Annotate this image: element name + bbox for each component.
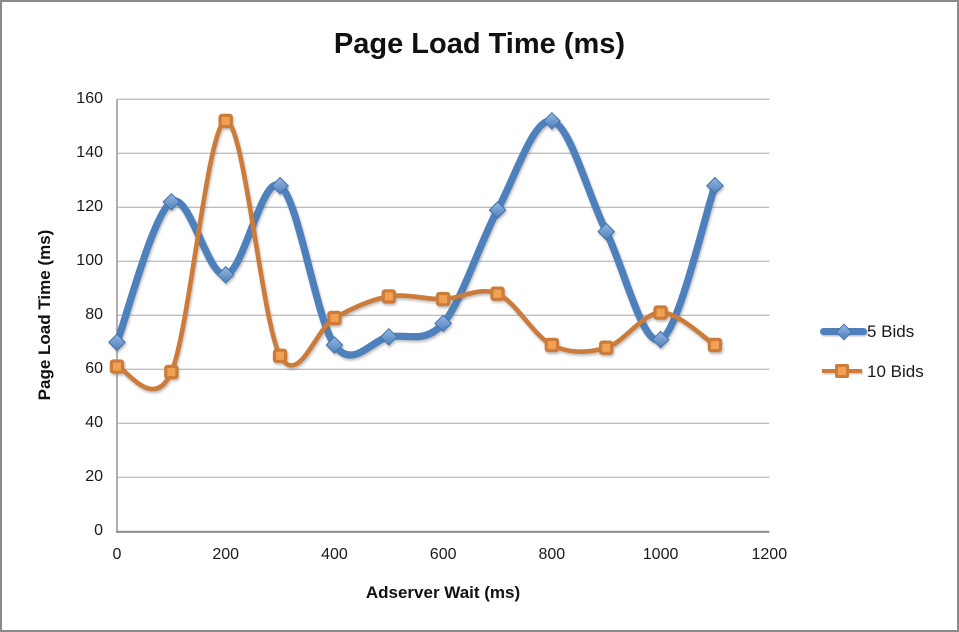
diamond-marker — [706, 176, 724, 195]
square-marker — [218, 113, 233, 129]
diamond-marker — [325, 336, 344, 354]
square-marker — [109, 359, 125, 374]
square-marker — [164, 364, 179, 380]
diamond-marker — [216, 265, 235, 284]
diamond-marker — [488, 201, 507, 219]
diamond-marker — [434, 314, 453, 333]
legend: 5 Bids 10 Bids — [820, 321, 924, 382]
y-tick-label-100: 100 — [76, 252, 103, 270]
x-tick-label-1000: 1000 — [642, 546, 679, 563]
y-tick-label-160: 160 — [76, 90, 103, 108]
diamond-marker — [379, 327, 398, 346]
legend-item-10-bids: 10 Bids — [820, 361, 924, 382]
legend-marker-5-bids-icon — [820, 321, 867, 342]
x-tick-label-600: 600 — [429, 546, 457, 563]
y-tick-label-0: 0 — [94, 522, 103, 540]
y-tick-label-40: 40 — [85, 414, 103, 432]
y-tick-label-60: 60 — [85, 360, 103, 378]
series-10-bids — [109, 113, 723, 392]
x-tick-label-0: 0 — [112, 546, 122, 563]
diamond-marker — [162, 192, 181, 211]
diamond-marker — [542, 111, 561, 130]
diamond-marker — [108, 333, 126, 352]
square-marker — [599, 340, 614, 355]
x-tick-label-1200: 1200 — [751, 546, 788, 563]
x-axis-title: Adserver Wait (ms) — [365, 583, 521, 602]
y-tick-label-80: 80 — [85, 306, 103, 324]
square-marker — [544, 337, 560, 353]
legend-label-10-bids: 10 Bids — [867, 361, 924, 381]
y-tick-label-140: 140 — [76, 144, 103, 162]
series-layer — [108, 111, 724, 392]
square-marker — [272, 348, 288, 364]
square-marker — [490, 286, 505, 301]
y-tick-label-20: 20 — [85, 468, 103, 486]
x-tick-label-400: 400 — [321, 546, 348, 563]
square-marker — [327, 310, 342, 326]
square-marker — [435, 291, 451, 307]
legend-item-5-bids: 5 Bids — [820, 321, 924, 342]
x-tick-label-800: 800 — [538, 546, 566, 563]
legend-marker-10-bids-icon — [820, 361, 867, 382]
y-tick-label-120: 120 — [76, 198, 103, 216]
square-marker — [381, 289, 396, 304]
chart-title: Page Load Time (ms) — [333, 28, 626, 60]
square-marker — [707, 337, 723, 353]
x-tick-label-200: 200 — [212, 546, 240, 563]
diamond-marker — [271, 176, 289, 195]
diamond-marker — [651, 330, 670, 349]
gridlines — [117, 98, 770, 478]
series-line — [113, 117, 719, 359]
series-5-bids — [108, 111, 724, 359]
square-marker — [653, 305, 668, 320]
diamond-marker — [597, 222, 616, 241]
axes — [116, 99, 770, 533]
legend-label-5-bids: 5 Bids — [867, 321, 915, 341]
